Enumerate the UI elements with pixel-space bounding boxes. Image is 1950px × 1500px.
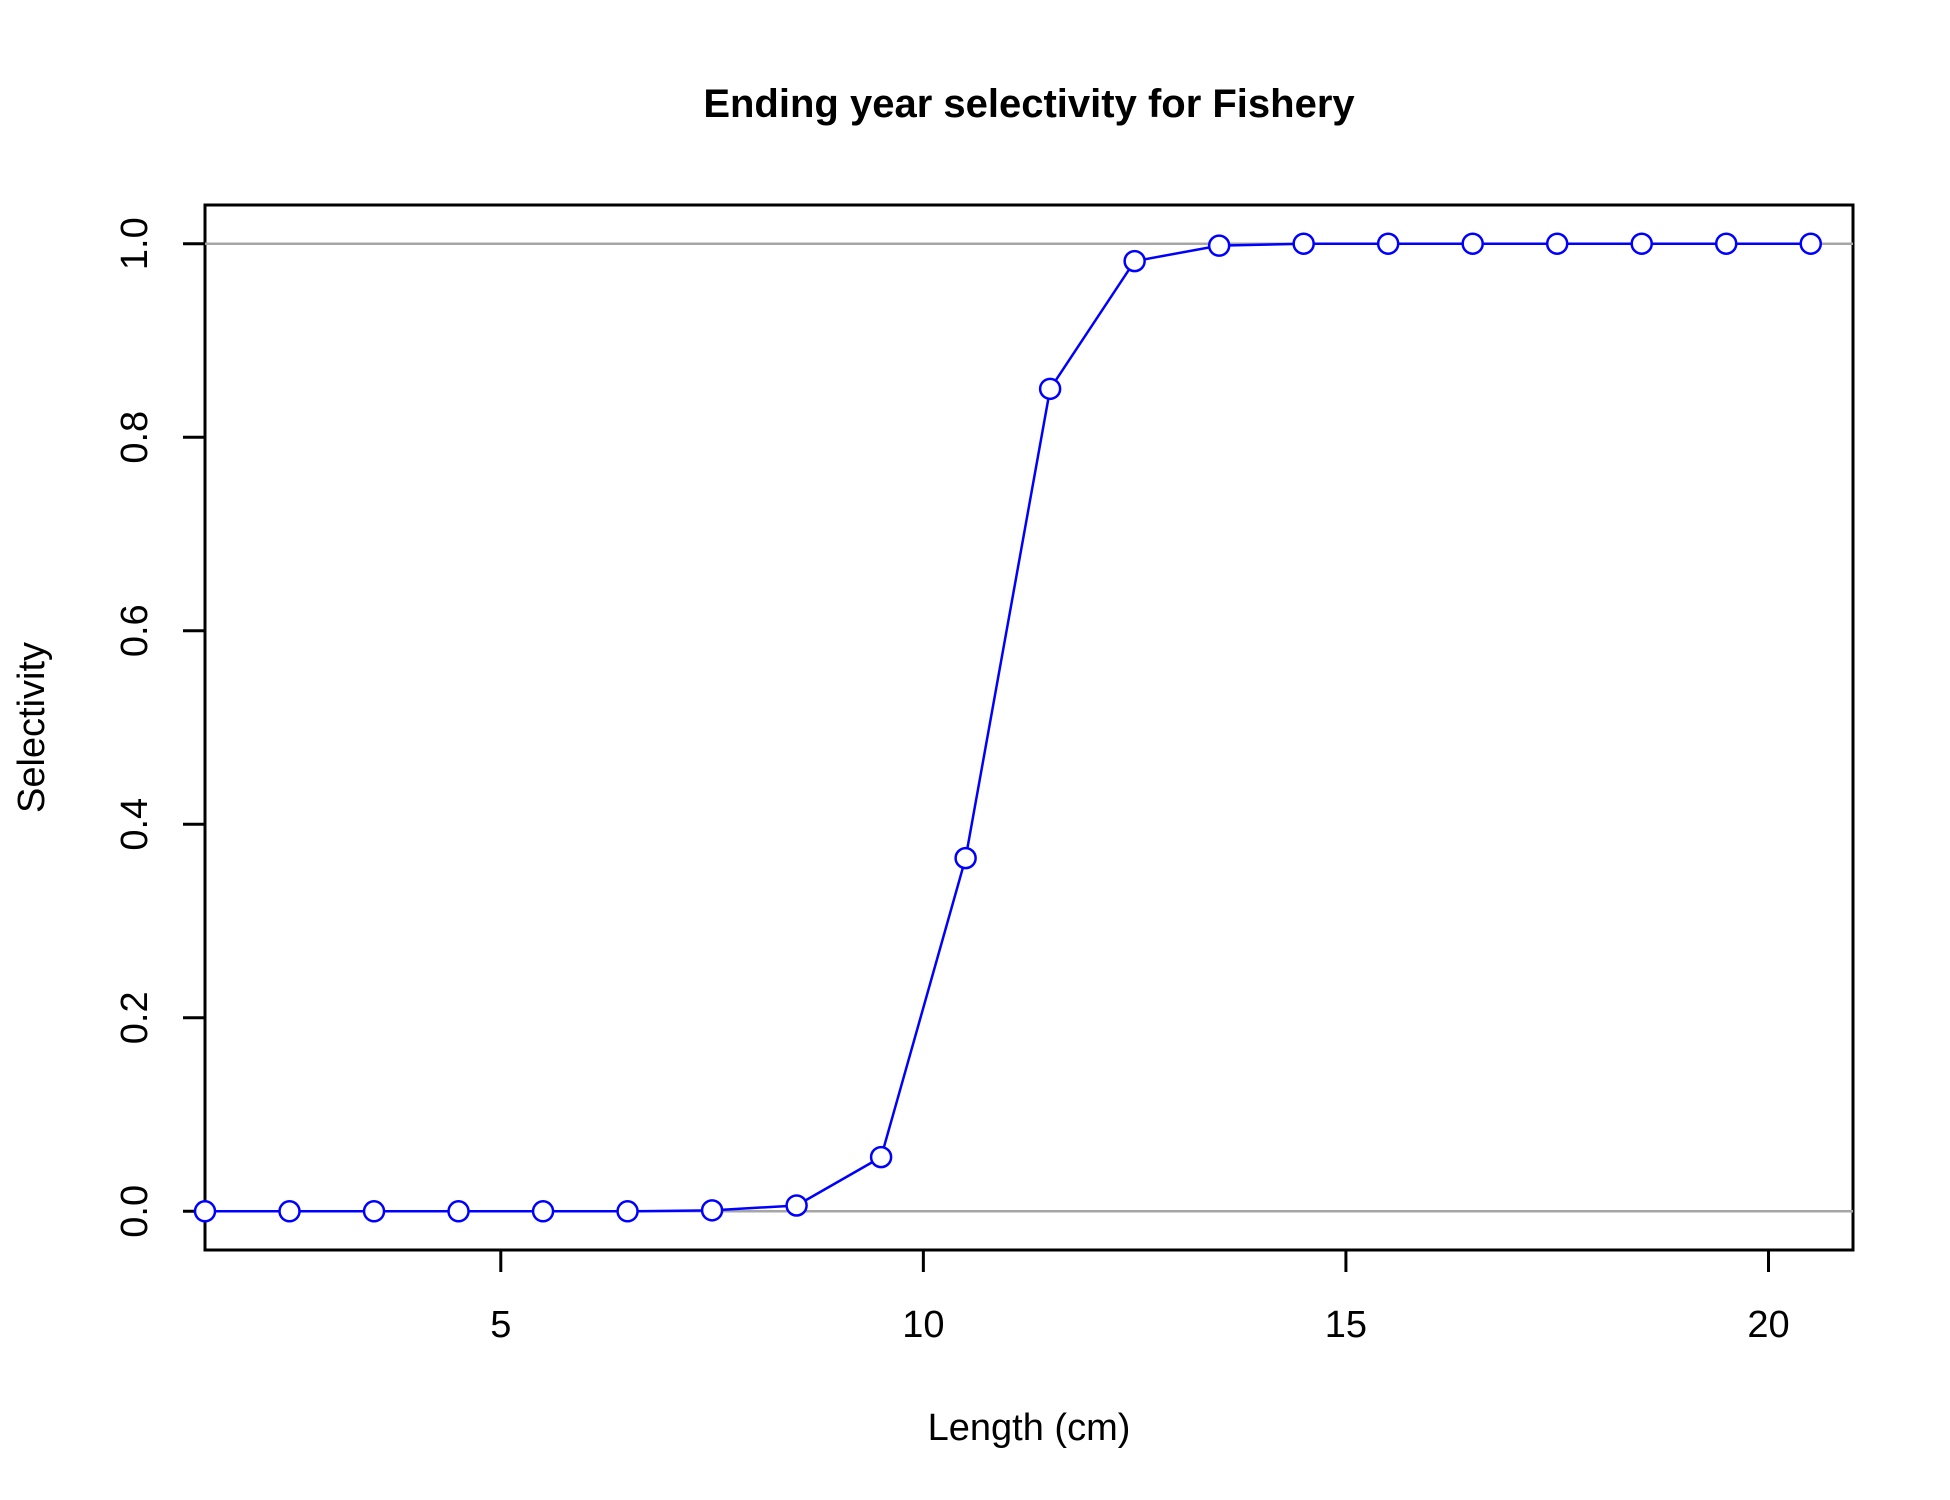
y-tick-label: 0.4 bbox=[114, 798, 156, 851]
data-point bbox=[1038, 377, 1062, 401]
x-tick-label: 5 bbox=[490, 1304, 511, 1346]
y-tick-label: 1.0 bbox=[114, 217, 156, 270]
data-point bbox=[1376, 232, 1400, 255]
data-point bbox=[1292, 232, 1315, 255]
series-layer bbox=[193, 232, 1822, 1223]
data-point bbox=[616, 1200, 639, 1223]
data-point bbox=[1714, 232, 1738, 255]
x-tick-label: 20 bbox=[1747, 1304, 1789, 1346]
data-point bbox=[954, 846, 977, 870]
data-point bbox=[531, 1200, 555, 1223]
data-point bbox=[785, 1194, 808, 1217]
chart-title: Ending year selectivity for Fishery bbox=[703, 82, 1355, 126]
data-point bbox=[193, 1200, 217, 1223]
y-tick-label: 0.2 bbox=[114, 991, 156, 1044]
x-axis: 5 10 15 20 bbox=[490, 1250, 1790, 1346]
data-point bbox=[447, 1200, 470, 1223]
plot-frame bbox=[203, 203, 1855, 1252]
x-tick-label: 15 bbox=[1325, 1304, 1367, 1346]
data-point bbox=[278, 1200, 301, 1223]
data-point bbox=[1207, 234, 1231, 257]
y-tick-label: 0.6 bbox=[114, 604, 156, 657]
x-tick-label: 10 bbox=[902, 1304, 944, 1346]
reference-lines bbox=[205, 242, 1853, 1213]
data-point bbox=[1630, 232, 1653, 255]
y-tick-label: 0.8 bbox=[114, 411, 156, 464]
data-point bbox=[700, 1199, 724, 1222]
data-point bbox=[1799, 232, 1822, 255]
data-point bbox=[362, 1200, 386, 1223]
y-axis-title: Selectivity bbox=[11, 642, 53, 813]
data-point bbox=[1545, 232, 1569, 255]
data-point bbox=[1123, 249, 1146, 273]
y-axis: 0.0 0.2 0.4 0.6 0.8 1.0 bbox=[114, 217, 205, 1238]
y-tick-label: 0.0 bbox=[114, 1185, 156, 1238]
series-line bbox=[205, 242, 1811, 1213]
data-point bbox=[1461, 232, 1484, 255]
x-axis-title: Length (cm) bbox=[928, 1407, 1131, 1449]
data-point bbox=[869, 1145, 893, 1169]
